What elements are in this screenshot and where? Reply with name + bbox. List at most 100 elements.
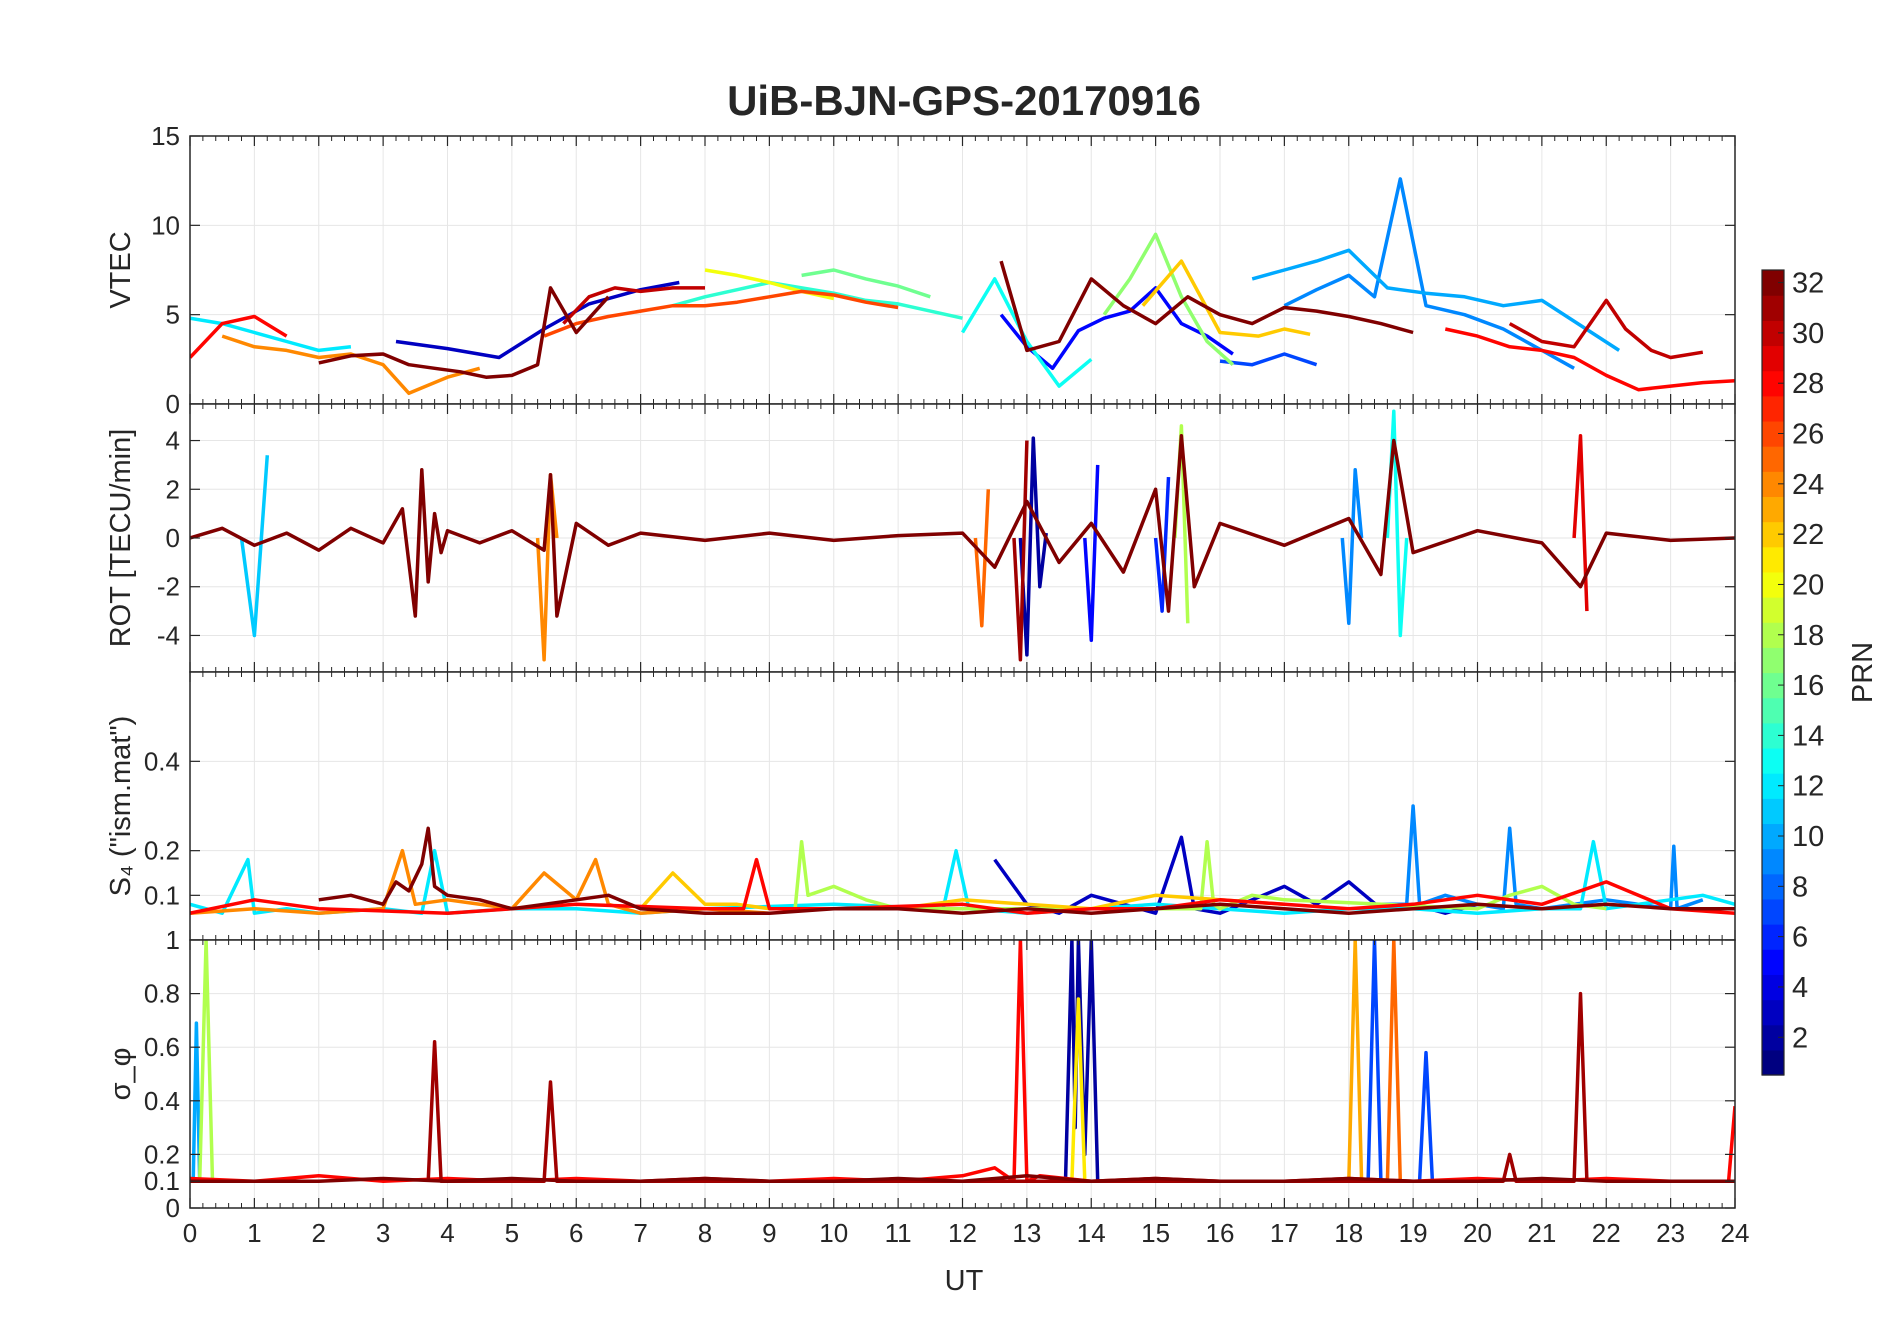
colorbar-tick-label: 22 bbox=[1792, 519, 1824, 551]
colorbar-swatch bbox=[1762, 345, 1784, 372]
panel-sigma-phi: 00.10.20.40.60.81σ_φ0 1 2 3 4 5 6 7 8 9 10 11 12 13 14… bbox=[105, 925, 1749, 1248]
chart-title: UiB-BJN-GPS-20170916 bbox=[727, 77, 1201, 124]
colorbar-tick-label: 24 bbox=[1792, 469, 1824, 501]
series-line-prn-26 bbox=[543, 289, 899, 338]
series-line-prn-13 bbox=[960, 277, 1093, 388]
colorbar-swatch bbox=[1762, 571, 1784, 598]
colorbar-swatch bbox=[1762, 823, 1784, 850]
colorbar-swatch bbox=[1762, 1024, 1784, 1051]
colorbar-tick-label: 12 bbox=[1792, 771, 1824, 803]
series-line-prn-17 bbox=[1102, 232, 1235, 367]
series-group bbox=[190, 409, 1735, 662]
panel-rot: -4 -2 0 2 4 ROT [TECU/min] bbox=[105, 403, 1736, 673]
series-line-prn-25 bbox=[1385, 940, 1403, 1182]
series-line-prn-9 bbox=[1380, 804, 1704, 911]
x-tick-label: 14 bbox=[1077, 1218, 1106, 1248]
x-tick-label: 4 bbox=[440, 1218, 454, 1248]
colorbar-swatch bbox=[1762, 546, 1784, 573]
series-line-prn-32 bbox=[318, 286, 610, 379]
colorbar-tick-label: 16 bbox=[1792, 670, 1824, 702]
y-tick-label: 0 bbox=[166, 389, 180, 419]
colorbar-tick-label: 8 bbox=[1792, 871, 1808, 903]
x-tick-label: 8 bbox=[698, 1218, 712, 1248]
y-tick-label: -4 bbox=[157, 620, 180, 650]
colorbar-swatch bbox=[1762, 496, 1784, 523]
x-tick-label: 7 bbox=[633, 1218, 647, 1248]
y-tick-label: 0.1 bbox=[144, 880, 180, 910]
y-axis-label: S₄ ("ism.mat") bbox=[105, 716, 137, 897]
colorbar-label: PRN bbox=[1847, 642, 1879, 703]
series-group bbox=[190, 804, 1735, 915]
x-tick-label: 18 bbox=[1334, 1218, 1363, 1248]
colorbar-swatch bbox=[1762, 597, 1784, 623]
colorbar-tick-label: 14 bbox=[1792, 720, 1824, 752]
colorbar-tick-label: 2 bbox=[1792, 1022, 1808, 1054]
y-tick-label: -2 bbox=[157, 572, 180, 602]
x-tick-label: 10 bbox=[819, 1218, 848, 1248]
series-group bbox=[190, 940, 1735, 1183]
colorbar-swatch bbox=[1762, 420, 1784, 447]
colorbar-swatch bbox=[1762, 898, 1784, 925]
x-tick-label: 9 bbox=[762, 1218, 776, 1248]
colorbar-swatch bbox=[1762, 622, 1784, 648]
y-tick-label: 15 bbox=[151, 121, 180, 151]
y-tick-label: 0.2 bbox=[144, 836, 180, 866]
colorbar-swatch bbox=[1762, 270, 1784, 296]
colorbar-swatch bbox=[1762, 1049, 1784, 1076]
x-axis-label: UT bbox=[945, 1265, 984, 1297]
colorbar-swatch bbox=[1762, 521, 1784, 548]
colorbar-tick-label: 4 bbox=[1792, 972, 1808, 1004]
colorbar-swatch bbox=[1762, 697, 1784, 724]
x-tick-label: 22 bbox=[1592, 1218, 1621, 1248]
colorbar-tick-label: 26 bbox=[1792, 419, 1824, 451]
series-line-prn-7 bbox=[1219, 352, 1318, 367]
colorbar-tick-label: 30 bbox=[1792, 318, 1824, 350]
colorbar-tick-label: 20 bbox=[1792, 569, 1824, 601]
panel-vtec: 0 5 10 15 VTEC bbox=[105, 121, 1736, 419]
y-axis-label: σ_φ bbox=[105, 1048, 137, 1101]
x-tick-label: 15 bbox=[1141, 1218, 1170, 1248]
series-line-prn-30 bbox=[562, 286, 705, 325]
x-tick-label: 1 bbox=[247, 1218, 261, 1248]
panel-s4: 0.1 0.2 0.4S₄ ("ism.mat") bbox=[105, 671, 1736, 941]
series-line-prn-24 bbox=[221, 334, 481, 396]
series-line-prn-25 bbox=[973, 489, 991, 628]
y-tick-label: 0.4 bbox=[144, 1086, 180, 1116]
colorbar-swatch bbox=[1762, 672, 1784, 699]
x-tick-label: 5 bbox=[505, 1218, 519, 1248]
colorbar-frame bbox=[1761, 269, 1785, 1076]
x-tick-label: 23 bbox=[1656, 1218, 1685, 1248]
series-line-prn-10 bbox=[191, 1021, 202, 1182]
series-line-prn-11 bbox=[239, 455, 270, 638]
series-line-prn-9 bbox=[1283, 177, 1575, 370]
series-line-prn-32 bbox=[190, 433, 1735, 618]
y-axis-label: VTEC bbox=[105, 231, 137, 308]
colorbar-tick-label: 28 bbox=[1792, 368, 1824, 400]
series-group bbox=[190, 177, 1735, 396]
series-line-prn-28 bbox=[190, 314, 288, 359]
x-tick-label: 6 bbox=[569, 1218, 583, 1248]
x-tick-label: 21 bbox=[1527, 1218, 1556, 1248]
colorbar-swatch bbox=[1762, 873, 1784, 900]
x-tick-label: 0 bbox=[183, 1218, 197, 1248]
series-line-prn-5 bbox=[1083, 464, 1100, 643]
x-tick-label: 24 bbox=[1721, 1218, 1750, 1248]
colorbar-swatch bbox=[1762, 999, 1784, 1026]
x-tick-label: 2 bbox=[312, 1218, 326, 1248]
series-line-prn-14 bbox=[672, 280, 963, 320]
x-tick-label: 3 bbox=[376, 1218, 390, 1248]
x-tick-label: 11 bbox=[885, 1218, 912, 1248]
series-line-prn-22 bbox=[1141, 259, 1311, 338]
y-tick-label: 4 bbox=[166, 426, 180, 456]
series-line-prn-31 bbox=[1012, 440, 1029, 662]
y-tick-label: 0.4 bbox=[144, 746, 180, 776]
series-line-prn-24 bbox=[535, 472, 559, 662]
colorbar-tick-label: 6 bbox=[1792, 922, 1808, 954]
series-line-prn-28 bbox=[1444, 327, 1735, 392]
y-tick-label: 0.1 bbox=[144, 1166, 180, 1196]
y-tick-label: 0 bbox=[166, 1193, 180, 1223]
colorbar-swatch bbox=[1762, 295, 1784, 321]
colorbar-swatch bbox=[1762, 773, 1784, 799]
x-tick-label: 17 bbox=[1270, 1218, 1299, 1248]
